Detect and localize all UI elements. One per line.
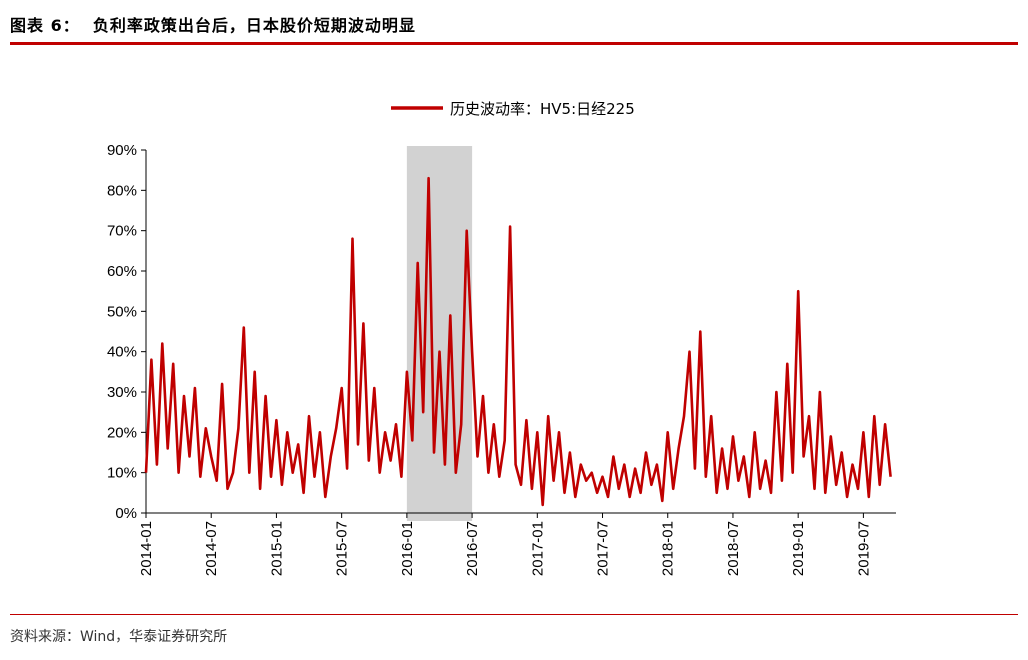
x-tick-label: 2019-01 [790,521,807,576]
x-tick-label: 2017-07 [595,521,612,576]
x-tick-label: 2014-07 [203,521,220,576]
legend-layer: 历史波动率：HV5:日经225 [391,100,635,118]
y-tick-label: 40% [107,344,137,361]
series-layer [144,176,892,507]
y-tick-label: 10% [107,465,137,482]
x-tick-label: 2016-01 [399,521,416,576]
x-tick-label: 2018-01 [660,521,677,576]
chart-area: 0% 10% 20% 30% 40% 50% 60% 70% 80% 90% 2014-01 2014… [0,50,1028,610]
source-note: 资料来源：Wind，华泰证券研究所 [10,629,228,645]
highlight-layer [406,146,473,521]
x-tick-label: 2018-07 [725,521,742,576]
figure-title: 图表 6： 负利率政策出台后，日本股价短期波动明显 [10,16,416,35]
y-tick-label: 90% [107,142,137,159]
series-line-0 [144,176,892,507]
y-tick-label: 50% [107,303,137,320]
x-tick-label: 2015-07 [334,521,351,576]
footer-rule [10,614,1018,615]
x-tick-label: 2019-07 [855,521,872,576]
y-tick-label: 60% [107,263,137,280]
axes-layer: 0% 10% 20% 30% 40% 50% 60% 70% 80% 90% 2014-01 2014… [107,142,896,576]
volatility-chart: 0% 10% 20% 30% 40% 50% 60% 70% 80% 90% 2014-01 2014… [107,100,896,576]
highlight-band [406,146,473,521]
x-tick-label: 2017-01 [529,521,546,576]
x-tick-label: 2014-01 [138,521,155,576]
y-tick-label: 80% [107,182,137,199]
x-tick-label: 2016-07 [464,521,481,576]
legend-label: 历史波动率：HV5:日经225 [450,100,635,118]
y-tick-label: 30% [107,384,137,401]
x-tick-label: 2015-01 [268,521,285,576]
y-tick-label: 0% [115,505,137,522]
y-tick-label: 20% [107,424,137,441]
y-tick-label: 70% [107,223,137,240]
header-rule [10,42,1018,45]
figure-header: 图表 6： 负利率政策出台后，日本股价短期波动明显 [10,12,1018,46]
